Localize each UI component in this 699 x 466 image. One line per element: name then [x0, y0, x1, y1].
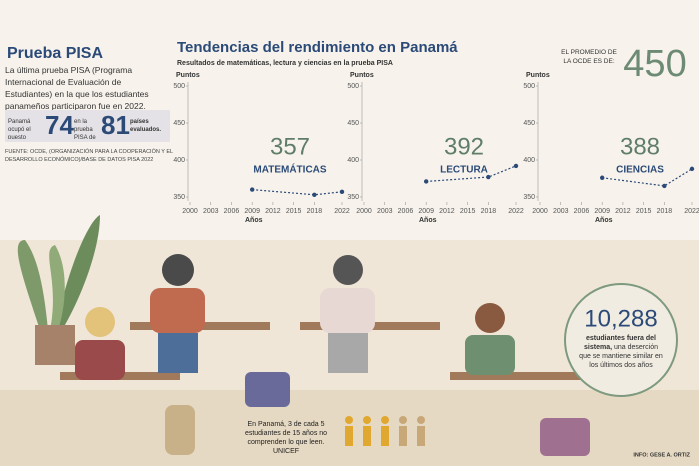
y-axis-label: Puntos	[350, 72, 374, 79]
x-axis-label: Años	[595, 217, 613, 224]
dropout-text: una deserción que se mantiene similar en…	[579, 344, 663, 369]
x-tick-label: 2006	[574, 208, 590, 215]
x-tick-label: 2006	[224, 208, 240, 215]
x-tick-label: 2012	[265, 208, 281, 215]
line	[252, 189, 343, 196]
x-tick-label: 2003	[203, 208, 219, 215]
x-tick-label: 2009	[418, 208, 434, 215]
x-tick-label: 2012	[439, 208, 455, 215]
countries: 81	[101, 110, 130, 140]
dropout-value: 10,288	[584, 305, 657, 332]
x-tick-label: 2006	[398, 208, 414, 215]
x-tick-label: 2009	[594, 208, 610, 215]
y-tick-label: 500	[347, 83, 359, 90]
x-tick-label: 2003	[377, 208, 393, 215]
oecd-label: EL PROMEDIO DE LA OCDE ES DE:	[561, 49, 617, 65]
rank-mid: en la prueba PISA de	[74, 119, 96, 139]
countries-suffix-box: países evaluados.	[130, 119, 162, 133]
x-tick-label: 2018	[481, 208, 497, 215]
source: FUENTE: OCDE, (ORGANIZACIÓN PARA LA COOP…	[5, 149, 173, 163]
oecd-value: 450	[623, 43, 686, 85]
y-tick-label: 350	[523, 194, 535, 201]
header-title: Tendencias del rendimiento en Panamá	[177, 39, 458, 56]
x-tick-label: 2022	[684, 208, 699, 215]
y-tick-label: 450	[173, 120, 185, 127]
dropout-text-box: estudiantes fuera del sistema, una deser…	[579, 335, 663, 369]
x-tick-label: 2009	[244, 208, 260, 215]
x-tick-label: 2003	[553, 208, 569, 215]
point	[599, 175, 605, 180]
highlight-value: 388	[620, 133, 660, 160]
dropout-bold: estudiantes fuera del sistema,	[584, 335, 657, 351]
rank-prefix-box: Panamá ocupó el puesto	[8, 119, 31, 139]
x-tick-label: 2022	[334, 208, 350, 215]
unicef: En Panamá, 3 de cada 5 estudiantes de 15…	[244, 421, 328, 455]
y-tick-label: 450	[523, 120, 535, 127]
sidebar-intro-box: La última prueba PISA (Programa Internac…	[5, 65, 149, 111]
header-subtitle: Resultados de matemáticas, lectura y cie…	[177, 60, 393, 67]
y-tick-label: 350	[173, 194, 185, 201]
point	[339, 189, 345, 195]
point	[249, 187, 255, 192]
source-box: FUENTE: OCDE, (ORGANIZACIÓN PARA LA COOP…	[5, 149, 173, 163]
x-tick-label: 2000	[356, 208, 372, 215]
y-tick-label: 400	[523, 157, 535, 164]
sidebar-title: Prueba PISA	[7, 45, 103, 62]
rank-prefix: Panamá ocupó el puesto	[8, 119, 31, 139]
x-tick-label: 2000	[532, 208, 548, 215]
point	[486, 174, 491, 180]
highlight-value: 392	[444, 133, 484, 160]
unicef-box: En Panamá, 3 de cada 5 estudiantes de 15…	[244, 421, 328, 455]
y-tick-label: 450	[347, 120, 359, 127]
x-axis-label: Años	[419, 217, 437, 224]
point	[423, 179, 429, 184]
y-tick-label: 400	[347, 157, 359, 164]
y-tick-label: 500	[173, 83, 185, 90]
x-tick-label: 2015	[460, 208, 476, 215]
x-tick-label: 2000	[182, 208, 198, 215]
rank-mid-box: en la prueba PISA de	[74, 119, 96, 139]
rank: 74	[45, 110, 74, 140]
y-tick-label: 500	[523, 83, 535, 90]
y-axis-label: Puntos	[526, 72, 550, 79]
y-axis-label: Puntos	[176, 72, 200, 79]
x-tick-label: 2018	[307, 208, 323, 215]
series-name: MATEMÁTICAS	[253, 163, 326, 176]
series-name: LECTURA	[440, 165, 488, 176]
x-tick-label: 2012	[615, 208, 631, 215]
point	[689, 166, 695, 172]
series-name: CIENCIAS	[616, 165, 664, 176]
x-tick-label: 2018	[657, 208, 673, 215]
y-tick-label: 400	[173, 157, 185, 164]
line	[602, 168, 693, 187]
countries-suffix: países evaluados.	[130, 119, 162, 133]
x-tick-label: 2015	[636, 208, 652, 215]
point	[312, 192, 317, 197]
rank-box	[5, 110, 170, 142]
oecd-label-box: EL PROMEDIO DE LA OCDE ES DE:	[561, 49, 617, 65]
x-axis-label: Años	[245, 217, 263, 224]
highlight-value: 357	[270, 133, 310, 160]
point	[662, 183, 667, 189]
y-tick-label: 350	[347, 194, 359, 201]
x-tick-label: 2015	[286, 208, 302, 215]
credit: INFO: GESE A. ORTIZ	[633, 452, 690, 458]
illustration	[0, 215, 699, 466]
x-tick-label: 2022	[508, 208, 524, 215]
point	[513, 163, 519, 169]
sidebar-intro: La última prueba PISA (Programa Internac…	[5, 65, 149, 111]
line	[426, 165, 517, 183]
